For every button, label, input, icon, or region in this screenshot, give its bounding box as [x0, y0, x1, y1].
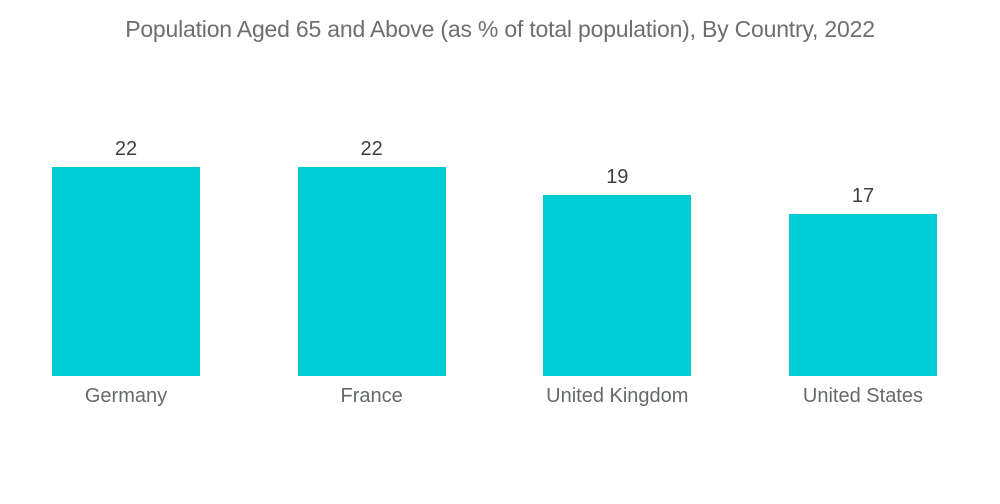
- bar-group-united-kingdom: 19 United Kingdom: [543, 165, 692, 408]
- bar-united-kingdom: [543, 195, 692, 376]
- value-label-germany: 22: [114, 138, 138, 160]
- bar-group-united-states: 17 United States: [788, 184, 937, 408]
- value-label-united-kingdom: 19: [606, 166, 629, 188]
- bar-france: [297, 167, 446, 376]
- value-label-france: 22: [360, 138, 383, 160]
- bar-group-france: 22 France: [297, 137, 446, 408]
- category-label-united-kingdom: United Kingdom: [546, 385, 689, 407]
- bar-germany: [52, 167, 200, 376]
- plot-area: 22 Germany 22 France 19 United Kingdom 1…: [52, 137, 937, 408]
- bar-united-states: [788, 214, 937, 376]
- category-label-germany: Germany: [84, 385, 168, 407]
- chart-title: Population Aged 65 and Above (as % of to…: [125, 16, 875, 42]
- category-label-france: France: [340, 385, 403, 407]
- bar-group-germany: 22 Germany: [52, 137, 200, 408]
- category-label-united-states: United States: [802, 385, 923, 407]
- value-label-united-states: 17: [851, 185, 875, 207]
